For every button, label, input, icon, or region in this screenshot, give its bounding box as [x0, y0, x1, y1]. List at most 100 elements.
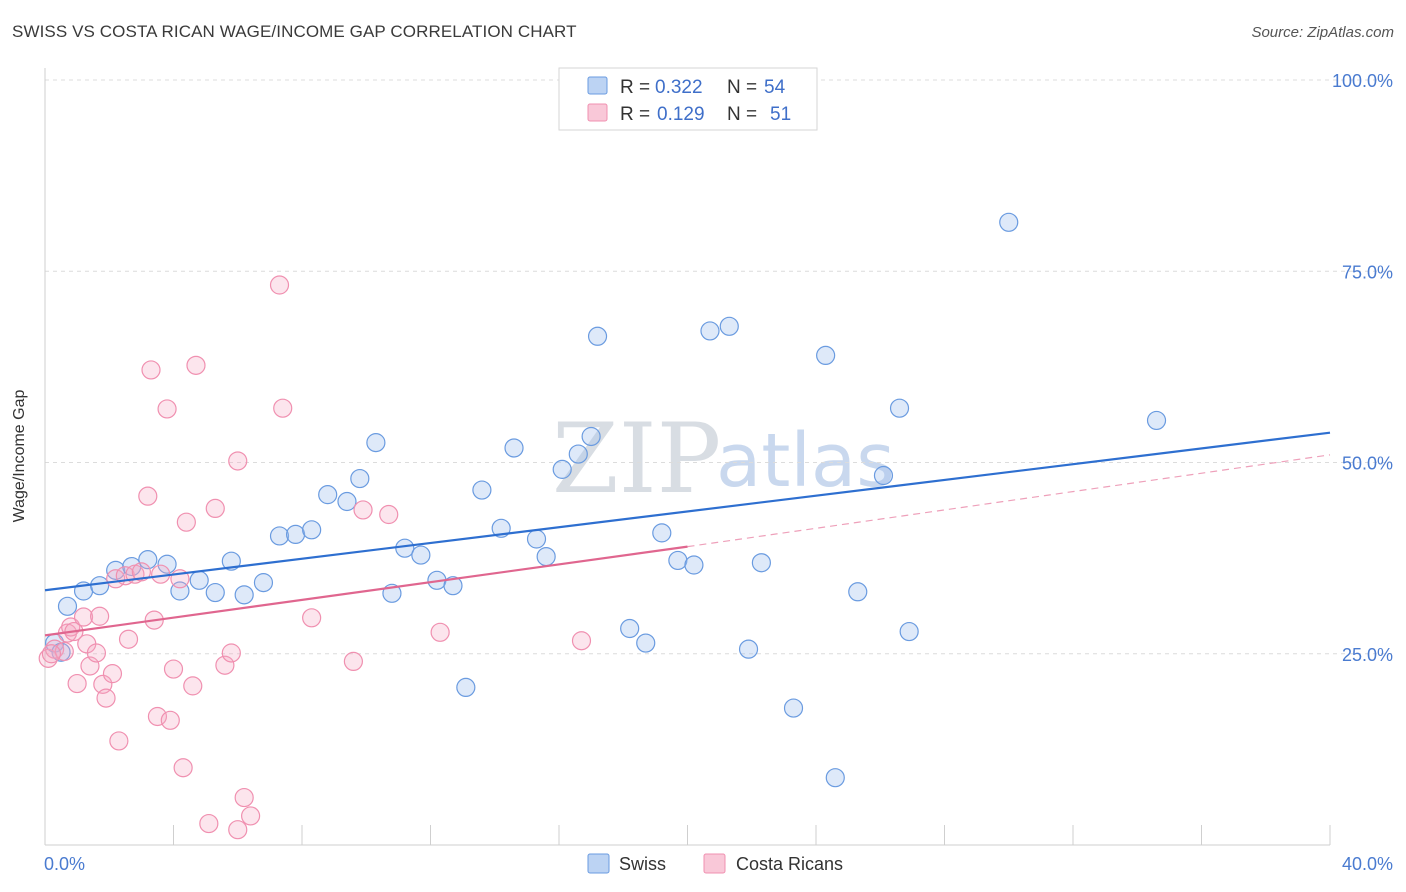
costa-rican-point [176, 512, 196, 532]
swiss-point [668, 550, 688, 571]
swiss-trend-line [44, 431, 1331, 592]
trend-lines [44, 431, 1331, 637]
y-tick-label: 50.0% [1342, 454, 1393, 474]
data-points [38, 212, 1167, 840]
swiss-point [738, 639, 759, 659]
swiss-point [536, 546, 556, 567]
swiss-point [568, 444, 588, 464]
costa-rican-point [343, 651, 363, 672]
swiss-point [302, 520, 322, 540]
costa-rican-point [131, 562, 151, 582]
costa-rican-point [221, 643, 241, 663]
watermark: ZIP atlas [552, 403, 895, 515]
swiss-point [751, 553, 771, 573]
bottom-legend-swatch-costa-ricans [703, 853, 726, 874]
costa-rican-point [186, 355, 206, 375]
costa-rican-point [302, 608, 322, 628]
swiss-point [350, 468, 370, 489]
costa-rican-point [90, 606, 110, 626]
costa-rican-point [228, 451, 248, 471]
swiss-point [899, 621, 919, 642]
swiss-point [636, 633, 656, 653]
costa-rican-point [73, 607, 94, 627]
costa-rican-point [269, 275, 290, 295]
costa-rican-point [160, 710, 180, 730]
swiss-point [552, 459, 572, 479]
costa-rican-trend-line [44, 545, 688, 637]
legend-swiss-r-value: 0.322 [655, 77, 703, 98]
swiss-point [395, 538, 415, 558]
costa-rican-trend-extension [687, 454, 1331, 548]
costa-rican-point [67, 673, 87, 694]
bottom-legend-swiss: Swiss [619, 854, 666, 874]
bottom-legend: Swiss Costa Ricans [587, 853, 843, 874]
costa-rican-point [151, 564, 171, 584]
swiss-point [157, 554, 177, 574]
swiss-point [504, 438, 524, 458]
costa-rican-point [96, 688, 116, 708]
swiss-point [269, 526, 290, 546]
swiss-point [1146, 410, 1167, 431]
legend-swiss-n-value: 54 [764, 77, 786, 98]
costa-rican-point [199, 813, 219, 834]
swiss-point [205, 582, 225, 603]
chart-title: SWISS VS COSTA RICAN WAGE/INCOME GAP COR… [12, 22, 577, 41]
swiss-point [472, 480, 492, 500]
costa-rican-point [215, 655, 235, 675]
swiss-point [366, 433, 386, 453]
watermark-zip: ZIP [552, 403, 721, 515]
swiss-point [700, 321, 720, 341]
costa-rican-point [86, 643, 107, 663]
swiss-point [889, 398, 910, 418]
costa-rican-point [234, 787, 254, 808]
costa-rican-point [183, 676, 203, 696]
legend-costa-n-label: N = [727, 104, 757, 125]
swiss-point [253, 573, 274, 593]
legend-swiss-r-label: R = [620, 77, 650, 98]
costa-rican-point [41, 644, 62, 664]
costa-rican-point [173, 758, 193, 778]
swiss-point [873, 465, 894, 486]
x-tick-label: 40.0% [1342, 854, 1393, 874]
swiss-point [456, 677, 476, 698]
watermark-atlas: atlas [716, 418, 895, 504]
costa-rican-point [138, 486, 158, 506]
y-tick-label: 75.0% [1342, 262, 1393, 282]
swiss-point [825, 768, 845, 788]
costa-rican-point [118, 629, 139, 649]
swiss-point [285, 524, 306, 545]
bottom-legend-swatch-swiss [587, 853, 610, 874]
swiss-point [443, 576, 463, 596]
swiss-point [816, 345, 836, 365]
swiss-point [138, 550, 158, 570]
swiss-point [620, 618, 640, 639]
swiss-point [189, 570, 209, 590]
swiss-point [318, 485, 338, 505]
tick-labels: 25.0% 50.0% 75.0% 100.0% 0.0% 40.0% [44, 71, 1393, 874]
y-tick-label: 25.0% [1342, 645, 1393, 665]
legend-swiss-n-label: N = [727, 77, 757, 98]
swiss-point [848, 582, 868, 602]
bottom-legend-costa-ricans: Costa Ricans [736, 854, 843, 874]
costa-rican-point [379, 504, 399, 525]
costa-rican-point [157, 399, 177, 419]
swiss-point [581, 426, 601, 447]
x-tick-label: 0.0% [44, 854, 85, 874]
swiss-point [684, 555, 704, 575]
legend-costa-r-value: 0.129 [657, 104, 705, 125]
swiss-point [90, 576, 110, 596]
costa-rican-point [241, 806, 261, 826]
y-tick-label: 100.0% [1332, 71, 1393, 91]
axes [44, 68, 1331, 846]
swiss-point [411, 545, 431, 565]
costa-rican-point [205, 498, 225, 518]
swiss-point [57, 596, 78, 616]
costa-rican-point [147, 706, 168, 727]
swiss-point [587, 326, 608, 346]
source-label: Source: ZipAtlas.com [1251, 24, 1394, 41]
costa-rican-point [571, 631, 592, 651]
swiss-point [719, 316, 739, 336]
legend-swatch-swiss [587, 76, 608, 95]
costa-rican-point [102, 664, 123, 684]
